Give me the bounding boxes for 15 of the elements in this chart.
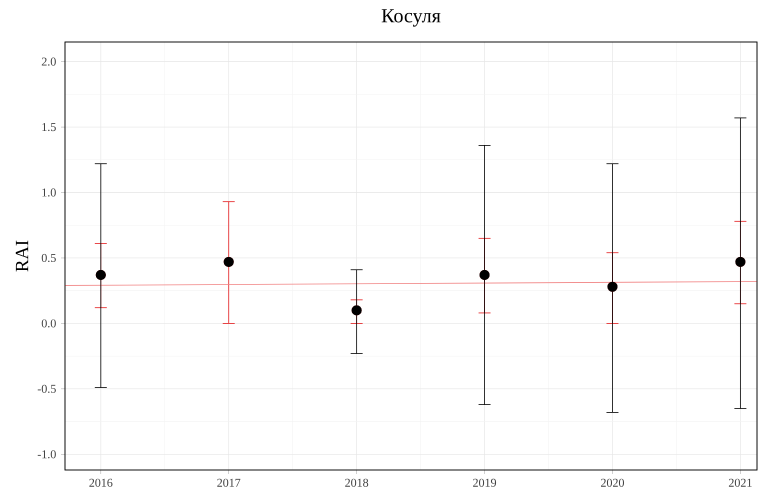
chart-title: Косуля — [382, 9, 441, 27]
x-tick-label: 2019 — [473, 478, 496, 487]
x-tick-label: 2021 — [728, 478, 752, 487]
y-tick-label: -0.5 — [38, 384, 56, 393]
x-tick-label: 2017 — [217, 478, 240, 487]
y-tick-label: 2.0 — [42, 58, 56, 66]
y-tick-label: 1.0 — [42, 188, 56, 197]
x-tick-label: 2020 — [600, 478, 624, 487]
x-tick-label: 2018 — [345, 478, 368, 487]
y-tick-label: 0.0 — [42, 319, 56, 328]
y-tick-label: 1.5 — [42, 123, 56, 132]
y-axis-title: RAI — [16, 240, 28, 272]
x-tick-label: 2016 — [89, 478, 112, 487]
y-tick-label: -1.0 — [38, 450, 56, 458]
y-tick-label: 0.5 — [42, 254, 56, 262]
